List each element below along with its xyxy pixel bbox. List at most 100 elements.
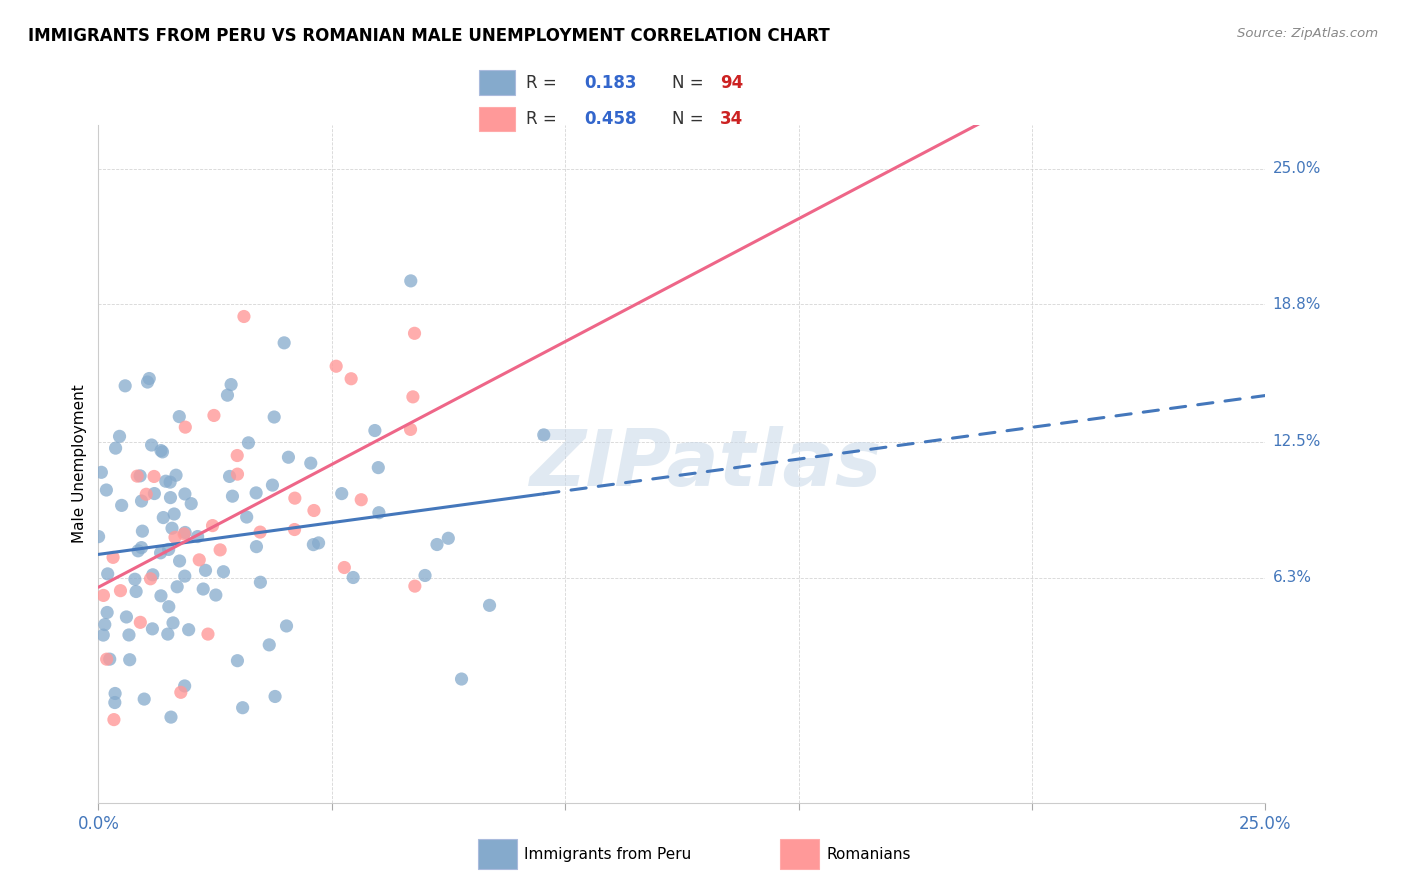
Point xyxy=(350,492,373,507)
Point xyxy=(276,619,298,633)
Point xyxy=(174,487,197,501)
Point xyxy=(110,583,132,598)
Text: ZIPatlas: ZIPatlas xyxy=(529,425,882,502)
Bar xyxy=(780,839,820,869)
Point xyxy=(108,429,131,443)
Point xyxy=(283,523,305,537)
Point xyxy=(98,652,121,666)
Point xyxy=(221,489,243,503)
Point xyxy=(404,579,426,593)
Point xyxy=(426,537,449,551)
Point xyxy=(437,531,460,545)
Point xyxy=(96,606,118,620)
Point xyxy=(149,546,172,560)
Point xyxy=(104,441,127,455)
Point xyxy=(104,696,127,710)
Point xyxy=(284,491,307,505)
Point xyxy=(245,486,267,500)
Point xyxy=(152,510,174,524)
Point xyxy=(173,569,195,583)
Point xyxy=(209,542,232,557)
Point xyxy=(118,628,141,642)
Text: 6.3%: 6.3% xyxy=(1272,570,1312,585)
Point xyxy=(131,524,153,538)
Point xyxy=(90,466,112,480)
Point xyxy=(96,483,118,497)
Point xyxy=(226,449,249,463)
Text: Source: ZipAtlas.com: Source: ZipAtlas.com xyxy=(1237,27,1378,40)
Point xyxy=(197,627,219,641)
Point xyxy=(249,525,271,540)
Point xyxy=(155,474,177,488)
Point xyxy=(404,326,426,341)
Bar xyxy=(478,107,515,130)
Text: IMMIGRANTS FROM PERU VS ROMANIAN MALE UNEMPLOYMENT CORRELATION CHART: IMMIGRANTS FROM PERU VS ROMANIAN MALE UN… xyxy=(28,27,830,45)
Point xyxy=(367,460,389,475)
Point xyxy=(217,388,239,402)
Text: 18.8%: 18.8% xyxy=(1272,297,1320,311)
Point xyxy=(93,589,115,603)
Point xyxy=(299,456,322,470)
Point xyxy=(97,566,120,581)
Text: 0.458: 0.458 xyxy=(585,110,637,128)
Point xyxy=(101,550,124,565)
Point xyxy=(91,628,114,642)
Point xyxy=(111,499,134,513)
Point xyxy=(131,541,153,555)
Point xyxy=(188,553,211,567)
Point xyxy=(533,428,555,442)
Point xyxy=(129,468,152,483)
Point xyxy=(235,510,257,524)
Y-axis label: Male Unemployment: Male Unemployment xyxy=(72,384,87,543)
Point xyxy=(194,563,217,577)
Point xyxy=(450,672,472,686)
Point xyxy=(166,580,188,594)
Point xyxy=(157,599,180,614)
Point xyxy=(219,377,242,392)
Text: 12.5%: 12.5% xyxy=(1272,434,1320,450)
Point xyxy=(87,530,110,544)
Point xyxy=(330,486,353,500)
Point xyxy=(139,572,162,586)
Point xyxy=(262,478,284,492)
Point xyxy=(124,572,146,586)
Point xyxy=(402,390,425,404)
Point xyxy=(212,565,235,579)
Point xyxy=(308,536,330,550)
Point xyxy=(226,654,249,668)
Text: Romanians: Romanians xyxy=(827,847,911,862)
Point xyxy=(143,469,166,483)
Point xyxy=(238,435,260,450)
Point xyxy=(245,540,267,554)
Point xyxy=(160,710,183,724)
Point xyxy=(193,582,215,596)
Point xyxy=(264,690,287,704)
Point xyxy=(202,409,225,423)
Point xyxy=(138,371,160,385)
Point xyxy=(170,685,193,699)
Text: 34: 34 xyxy=(720,110,744,128)
Point xyxy=(141,622,163,636)
Point xyxy=(118,653,141,667)
Text: 25.0%: 25.0% xyxy=(1272,161,1320,176)
Point xyxy=(226,467,249,482)
Point xyxy=(173,679,195,693)
Point xyxy=(218,469,240,483)
Point xyxy=(249,575,271,590)
Point xyxy=(103,713,125,727)
Point xyxy=(413,568,436,582)
Point xyxy=(115,610,138,624)
Text: 94: 94 xyxy=(720,73,744,92)
Point xyxy=(131,494,153,508)
Point xyxy=(302,503,325,517)
Point xyxy=(159,491,181,505)
Text: N =: N = xyxy=(672,73,709,92)
Point xyxy=(135,487,157,501)
Point xyxy=(114,379,136,393)
Point xyxy=(325,359,347,374)
Point xyxy=(302,538,325,552)
Point xyxy=(163,507,186,521)
Point xyxy=(205,588,228,602)
Point xyxy=(364,424,387,438)
Point xyxy=(187,530,209,544)
